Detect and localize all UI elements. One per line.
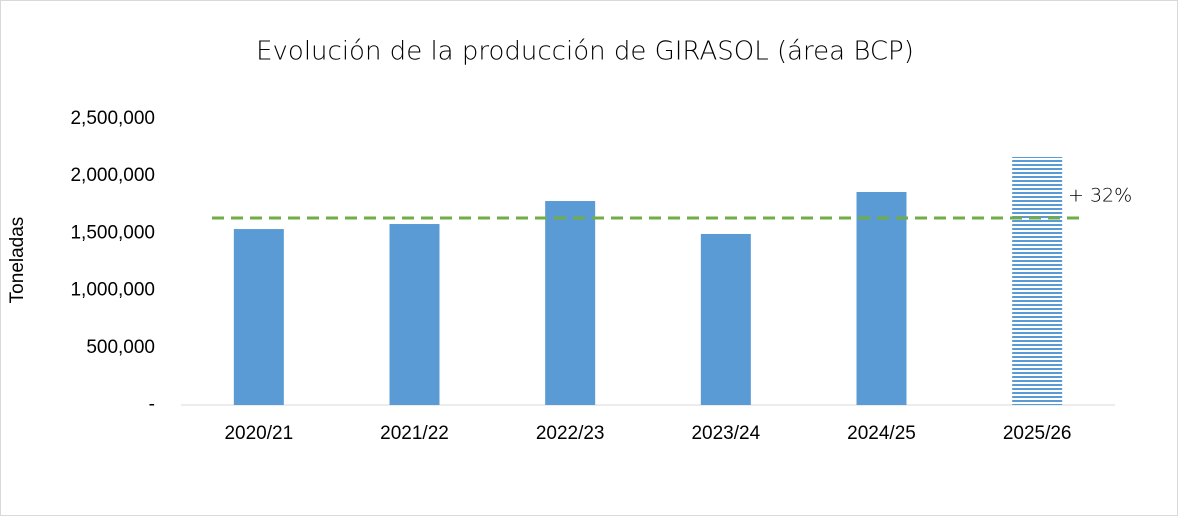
y-tick-label: 1,000,000 <box>70 280 155 301</box>
bar <box>545 201 596 405</box>
y-tick-label: 2,000,000 <box>70 165 155 186</box>
y-tick-label: - <box>149 394 155 415</box>
y-axis-label: Toneladas <box>7 217 28 304</box>
bar <box>233 229 284 405</box>
x-tick-label: 2020/21 <box>224 423 293 444</box>
y-tick-label: 1,500,000 <box>70 222 155 243</box>
bar <box>389 224 440 405</box>
bar <box>856 191 907 405</box>
y-tick-label: 2,500,000 <box>70 108 155 129</box>
x-tick-label: 2023/24 <box>691 423 760 444</box>
bar <box>700 233 751 405</box>
chart-title: Evolución de la producción de GIRASOL (á… <box>256 37 914 67</box>
x-tick-label: 2025/26 <box>1003 423 1072 444</box>
x-tick-label: 2021/22 <box>380 423 449 444</box>
y-tick-label: 500,000 <box>86 337 155 358</box>
bar <box>1012 156 1063 405</box>
annotation: + 32% <box>1068 185 1132 207</box>
x-tick-label: 2024/25 <box>847 423 916 444</box>
x-tick-label: 2022/23 <box>536 423 605 444</box>
